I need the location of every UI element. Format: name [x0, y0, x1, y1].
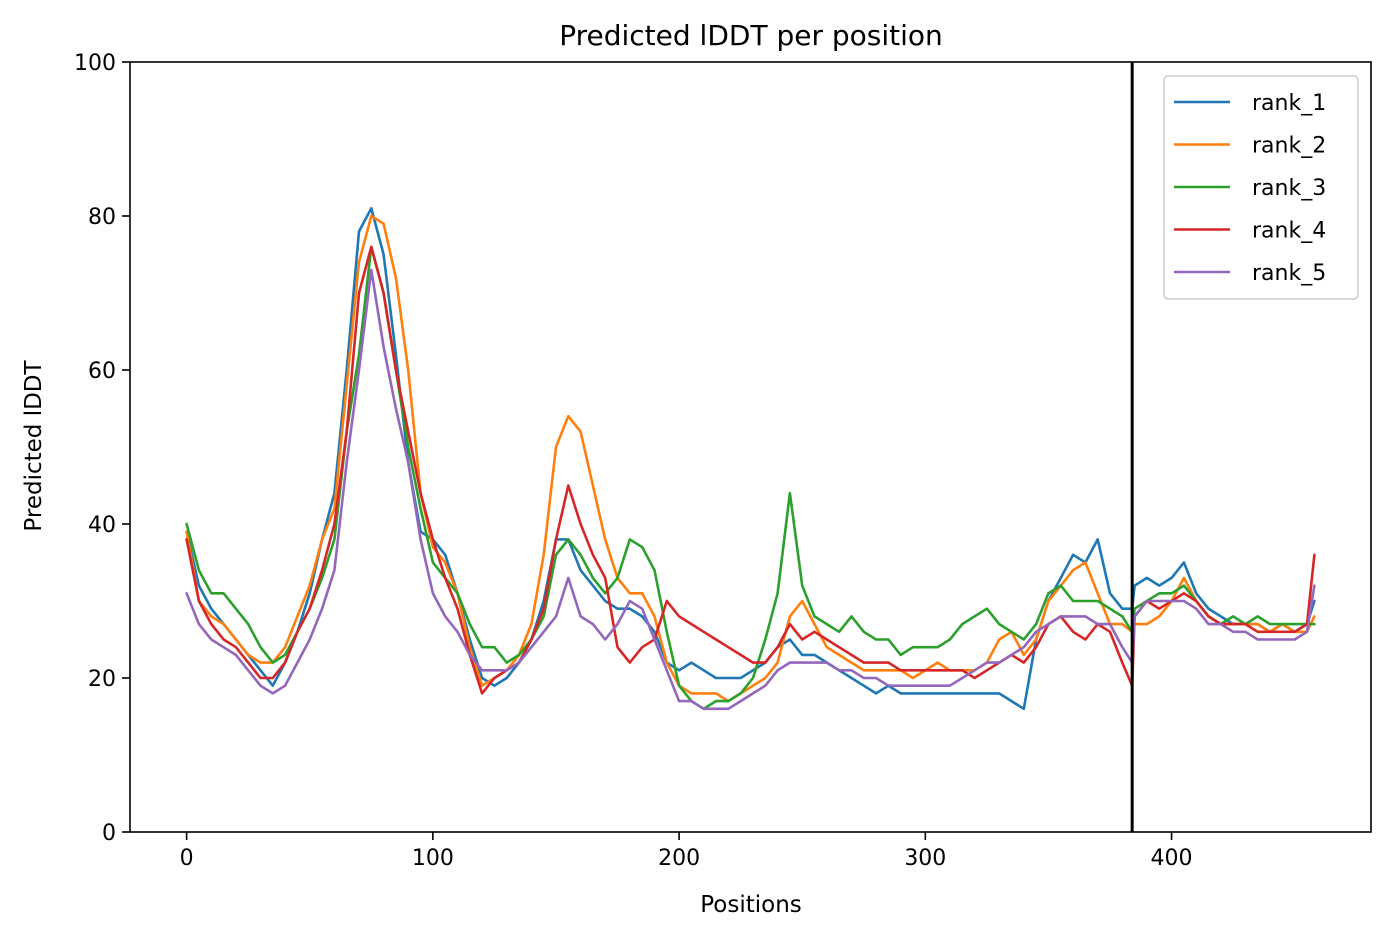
y-tick-label: 100 — [74, 51, 116, 76]
x-tick-label: 300 — [904, 846, 946, 871]
series-lines — [185, 207, 1316, 711]
legend-label-rank_2: rank_2 — [1252, 134, 1326, 159]
y-tick-label: 40 — [88, 513, 116, 538]
y-axis: 0 20 40 60 80 100 — [74, 51, 130, 846]
plot-area — [129, 61, 1372, 833]
x-tick-label: 100 — [412, 846, 454, 871]
series-line-rank_4 — [185, 245, 1316, 695]
x-tick-label: 400 — [1151, 846, 1193, 871]
x-tick-label: 200 — [658, 846, 700, 871]
legend: rank_1 rank_2 rank_3 rank_4 rank_5 — [1163, 75, 1359, 300]
legend-label-rank_1: rank_1 — [1252, 91, 1326, 116]
legend-label-rank_3: rank_3 — [1252, 176, 1326, 201]
y-tick-label: 0 — [102, 821, 116, 846]
legend-box — [1163, 75, 1359, 300]
x-tick-label: 0 — [180, 846, 194, 871]
series-line-rank_2 — [185, 214, 1316, 703]
legend-label-rank_4: rank_4 — [1252, 219, 1326, 244]
y-tick-label: 80 — [88, 205, 116, 230]
x-axis-label: Positions — [700, 892, 802, 918]
y-tick-label: 20 — [88, 667, 116, 692]
chart-title: Predicted lDDT per position — [559, 19, 943, 52]
plot-frame — [129, 61, 1372, 833]
legend-label-rank_5: rank_5 — [1252, 261, 1326, 286]
y-tick-label: 60 — [88, 359, 116, 384]
y-axis-label: Predicted lDDT — [21, 359, 47, 531]
x-axis: 0 100 200 300 400 — [180, 832, 1193, 871]
